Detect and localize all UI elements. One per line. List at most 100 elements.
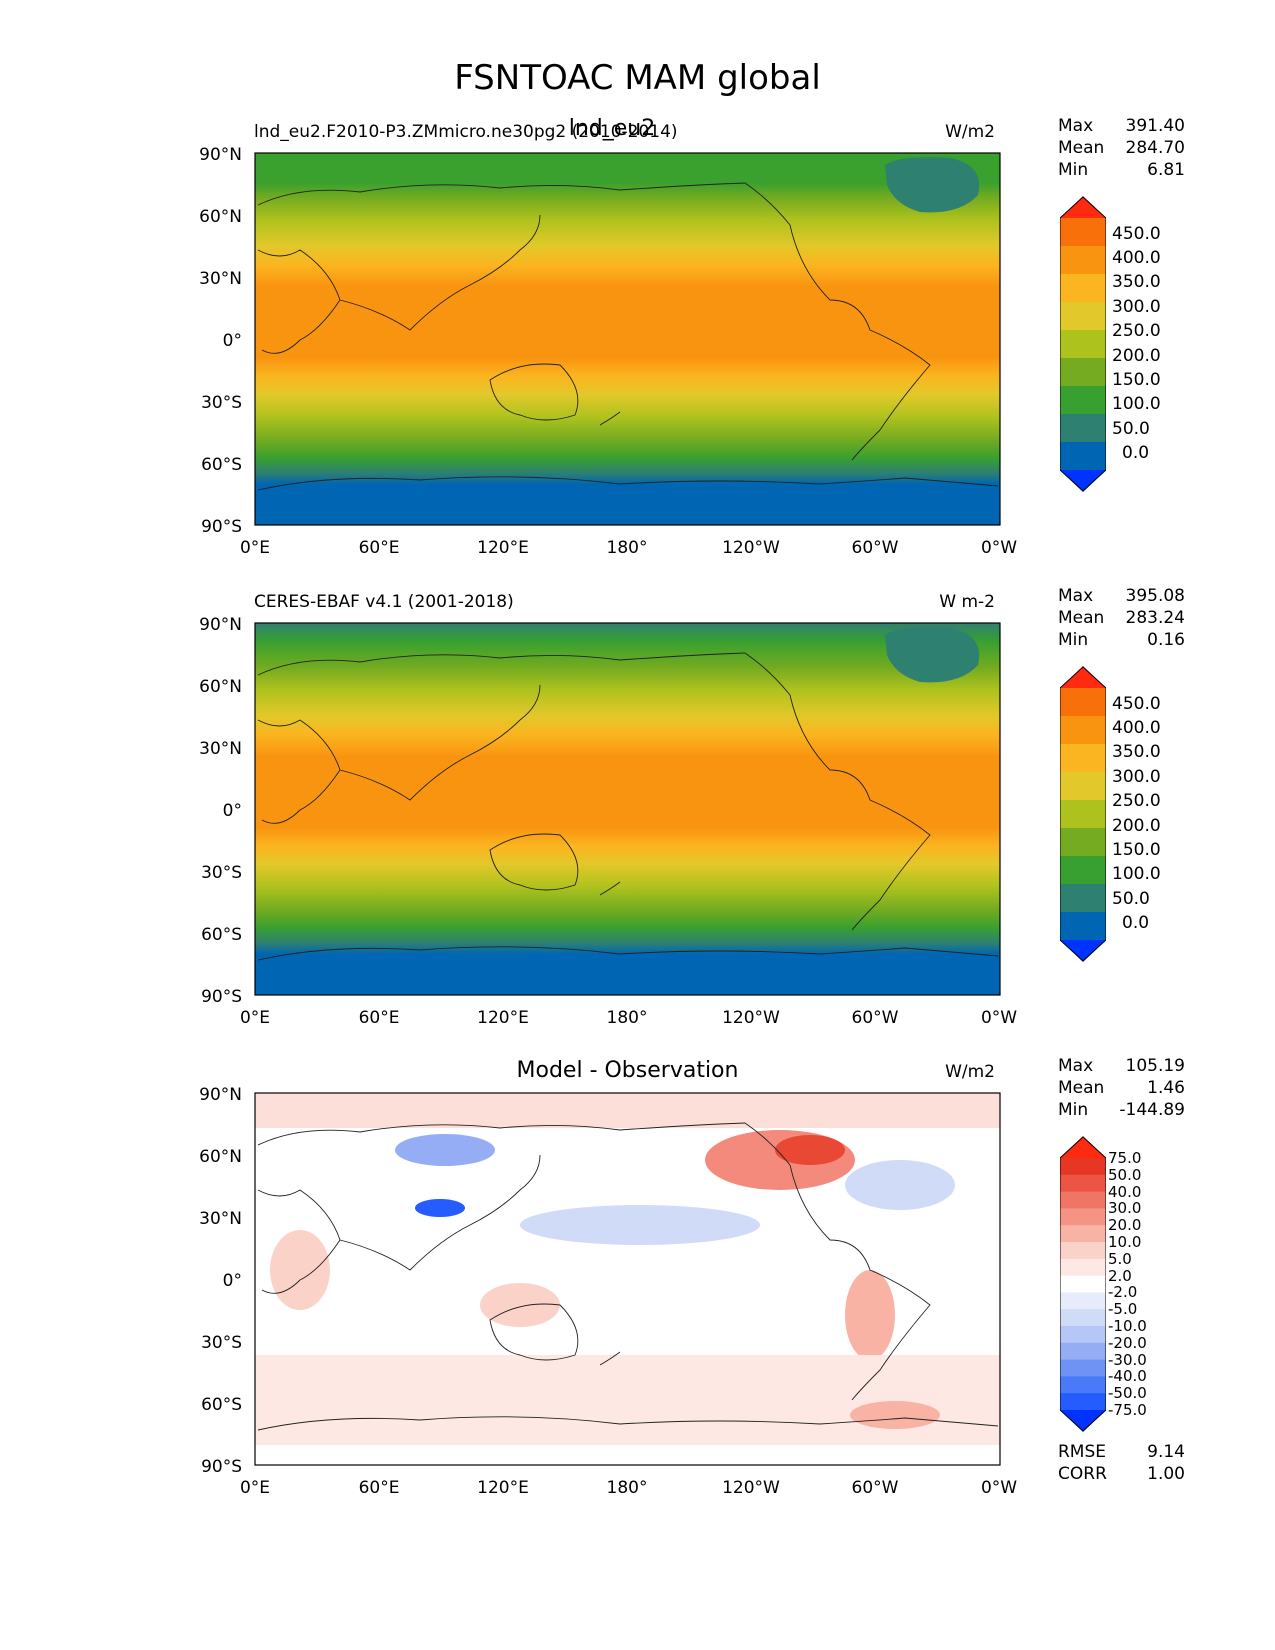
panel1-mean-value: 284.70 (1125, 138, 1185, 158)
colorbar-segment (1060, 330, 1106, 359)
panel2-cb-tick: 100.0 (1112, 864, 1161, 884)
panel3-lon-tick: 0°E (239, 1478, 271, 1498)
panel3-coastlines (257, 1122, 999, 1431)
panel1-cb-tick: 350.0 (1112, 272, 1161, 292)
panel2-lon-tick: 120°W (722, 1008, 780, 1028)
panel1-lat-tick: 60°N (199, 207, 242, 227)
panel3-lon-tick: 180° (606, 1478, 648, 1498)
panel2-min-value: 0.16 (1147, 630, 1185, 650)
panel1-units: W/m2 (945, 122, 995, 142)
panel3-africa-pos (270, 1230, 330, 1310)
panel1-lon-tick: 0°E (239, 538, 271, 558)
colorbar-segment (1060, 828, 1106, 857)
panel2-greenland (885, 627, 980, 683)
colorbar-segment (1060, 884, 1106, 913)
panel3-lat-tick: 60°S (201, 1395, 242, 1415)
panel2-mean-label: Mean (1058, 608, 1105, 628)
panel1-lat-tick: 0° (222, 331, 242, 351)
colorbar-segment (1060, 1242, 1106, 1260)
panel3-lon-tick: 60°W (851, 1478, 899, 1498)
panel2-cb-tick: 350.0 (1112, 742, 1161, 762)
panel3-corr-value: 1.00 (1147, 1464, 1185, 1484)
panel3-australia-pos (480, 1283, 560, 1327)
panel3-lat-tick: 90°S (201, 1457, 242, 1477)
panel1-lat-tick: 30°S (201, 393, 242, 413)
panel3-lat-tick: 90°N (199, 1085, 242, 1105)
panel3-cb-tick: -50.0 (1108, 1384, 1147, 1403)
panel3-lon-tick: 0°W (980, 1478, 1018, 1498)
panel2-frame (254, 622, 1001, 996)
panel1-lat-tick: 90°N (199, 145, 242, 165)
panel2-lat-tick: 30°N (199, 739, 242, 759)
panel3-cb-tick: -40.0 (1108, 1367, 1147, 1386)
panel2-colorbar (1060, 666, 1106, 962)
panel1-max-value: 391.40 (1125, 116, 1185, 136)
panel3-center-title: Model - Observation (516, 1058, 739, 1083)
panel2-lat-tick: 90°N (199, 615, 242, 635)
panel3-canada-pos (775, 1135, 845, 1165)
panel3-lon-tick: 60°E (358, 1478, 400, 1498)
colorbar-segment (1060, 912, 1106, 941)
panel2-cb-tick: 400.0 (1112, 718, 1161, 738)
colorbar-segment (1060, 1393, 1106, 1411)
colorbar-segment (1060, 1292, 1106, 1310)
colorbar-segment (1060, 688, 1106, 717)
panel1-lon-tick: 60°E (358, 538, 400, 558)
panel3-cb-tick: 50.0 (1108, 1165, 1142, 1184)
panel3-cb-tick: 30.0 (1108, 1199, 1142, 1218)
panel3-lon-tick: 120°E (477, 1478, 529, 1498)
panel3-cb-tick: 75.0 (1108, 1149, 1142, 1167)
panel3-cb-tick: 2.0 (1108, 1266, 1132, 1285)
panel3-cb-tick: 5.0 (1108, 1249, 1132, 1268)
panel3-cb-tick: 20.0 (1108, 1216, 1142, 1235)
panel2-mean-value: 283.24 (1125, 608, 1185, 628)
colorbar-segment (1060, 1174, 1106, 1193)
panel1-cb-tick: 250.0 (1112, 321, 1161, 341)
colorbar-extend-top (1060, 666, 1106, 688)
panel2-min-label: Min (1058, 630, 1089, 650)
colorbar-extend-top (1060, 1136, 1106, 1158)
panel1-max-label: Max (1058, 116, 1094, 136)
colorbar-segment (1060, 744, 1106, 773)
panel2-lon-tick: 60°W (851, 1008, 899, 1028)
panel1-lon-tick: 120°E (477, 538, 529, 558)
panel3-lat-tick: 30°S (201, 1333, 242, 1353)
panel3-lat-tick: 0° (222, 1271, 242, 1291)
panel1-min-label: Min (1058, 160, 1089, 180)
panel1-lat-tick: 30°N (199, 269, 242, 289)
panel3-corr-label: CORR (1058, 1464, 1107, 1484)
colorbar-segment (1060, 218, 1106, 247)
panel1-cb-tick: 400.0 (1112, 248, 1161, 268)
panel3-max-label: Max (1058, 1056, 1094, 1076)
colorbar-segment (1060, 1258, 1106, 1277)
colorbar-segment (1060, 1158, 1106, 1176)
panel1-cb-tick: 0.0 (1122, 443, 1150, 463)
panel2-cb-tick: 450.0 (1112, 694, 1161, 714)
panel1-mean-label: Mean (1058, 138, 1105, 158)
colorbar-segment (1060, 716, 1106, 745)
colorbar-segment (1060, 1225, 1106, 1243)
panel2-lon-tick: 0°E (239, 1008, 271, 1028)
colorbar-extend-bottom (1060, 470, 1106, 492)
colorbar-segment (1060, 800, 1106, 829)
panel3-lat-tick: 60°N (199, 1147, 242, 1167)
panel2-units: W m-2 (939, 592, 995, 612)
panel2-lat-tick: 60°S (201, 925, 242, 945)
colorbar-extend-top (1060, 196, 1106, 218)
panel3-cb-tick: -20.0 (1108, 1333, 1147, 1352)
panel2-left-title: CERES-EBAF v4.1 (2001-2018) (254, 592, 514, 612)
panel1-cb-tick: 300.0 (1112, 297, 1161, 317)
colorbar-outline (1060, 1136, 1106, 1432)
panel2-lat-tick: 90°S (201, 987, 242, 1007)
panel2-lon-tick: 60°E (358, 1008, 400, 1028)
colorbar-segment (1060, 1208, 1106, 1226)
panel3-mean-label: Mean (1058, 1078, 1105, 1098)
panel3-rmse-label: RMSE (1058, 1442, 1107, 1462)
panel2-coastlines (257, 652, 999, 961)
panel2-cb-tick: 0.0 (1122, 913, 1150, 933)
colorbar-segment (1060, 772, 1106, 801)
panel1-center-title: lnd_eu2 (568, 116, 656, 141)
